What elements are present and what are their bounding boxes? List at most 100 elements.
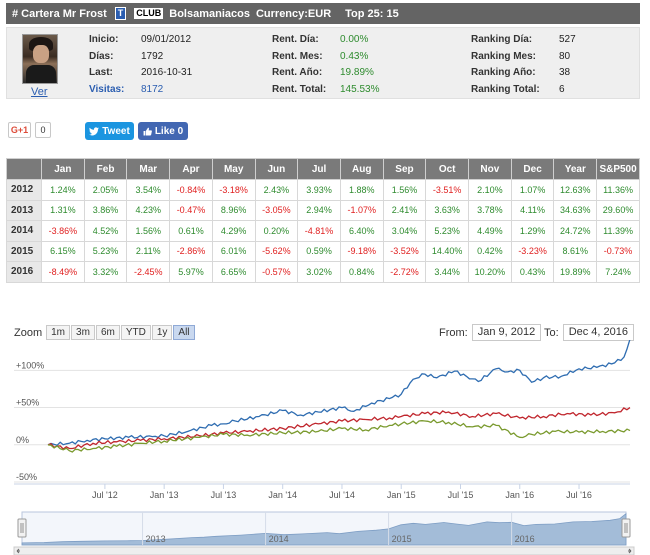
year-cell: 2012 — [6, 179, 42, 201]
column-header: Oct — [425, 158, 470, 180]
return-cell: -0.57% — [254, 261, 299, 283]
ranking-total-label: Ranking Total: — [471, 83, 540, 95]
series-line-portfolio — [47, 340, 631, 447]
view-profile-link[interactable]: Ver — [31, 86, 48, 98]
scroll-left-icon[interactable] — [16, 548, 20, 554]
x-tick-label: Jul '12 — [92, 490, 118, 500]
return-cell: 3.54% — [126, 179, 171, 201]
return-cell: 4.52% — [83, 220, 128, 242]
y-tick-label: +50% — [16, 398, 39, 408]
return-cell: 4.49% — [468, 220, 512, 242]
from-label: From: — [439, 326, 468, 339]
x-tick-label: Jul '15 — [448, 490, 474, 500]
year-cell: 2016 — [6, 261, 42, 283]
return-cell: 3.02% — [297, 261, 341, 283]
x-tick-label: Jul '16 — [566, 490, 592, 500]
return-cell: 14.40% — [425, 240, 470, 262]
from-date-input[interactable]: Jan 9, 2012 — [471, 324, 542, 341]
table-corner-cell — [6, 158, 42, 180]
table-row: 2013 1.31% 3.86% 4.23% -0.47% 8.96% -3.05% 2.94… — [6, 199, 640, 221]
performance-chart[interactable]: +100% +50% 0% -50% Jul '12 Jan '13 Jul '13 Jan… — [0, 340, 650, 555]
return-cell: -3.23% — [510, 240, 555, 262]
zoom-button-3m[interactable]: 3m — [71, 325, 95, 340]
return-cell: 4.29% — [211, 220, 256, 242]
return-cell: 5.23% — [425, 220, 470, 242]
zoom-button-ytd[interactable]: YTD — [120, 325, 151, 340]
info-column-dates: Inicio: 09/01/2012 Días: 1792 Last: 2016-10… — [89, 32, 221, 98]
x-tick-label: Jan '14 — [268, 490, 297, 500]
return-cell: 6.40% — [339, 220, 384, 242]
twitter-badge-icon[interactable]: T — [114, 7, 127, 20]
navigator-year-label: 2015 — [392, 534, 412, 544]
return-cell: 3.86% — [83, 199, 128, 221]
column-header: Year — [553, 158, 598, 180]
return-cell: 11.39% — [596, 220, 640, 242]
google-plus-count: 0 — [35, 122, 51, 138]
info-column-returns: Rent. Día: 0.00% Rent. Mes: 0.43% Rent. Añ… — [272, 32, 440, 98]
navigator-year-label: 2016 — [515, 534, 535, 544]
google-plus-button[interactable]: G+1 — [8, 122, 31, 138]
return-cell: 7.24% — [596, 261, 640, 283]
return-cell: 1.24% — [41, 179, 85, 201]
zoom-label: Zoom — [14, 326, 43, 339]
x-tick-label: Jan '13 — [150, 490, 179, 500]
table-row: 2016 -8.49% 3.32% -2.45% 5.97% 6.65% -0.57% 3.0… — [6, 261, 640, 283]
column-header: May — [211, 158, 256, 180]
table-row: 2014 -3.86% 4.52% 1.56% 0.61% 4.29% 0.20% -4.81… — [6, 220, 640, 242]
return-cell: 3.63% — [425, 199, 470, 221]
return-cell: -3.05% — [254, 199, 299, 221]
navigator-right-handle[interactable] — [621, 518, 631, 538]
zoom-button-all[interactable]: All — [173, 325, 195, 340]
column-header: Mar — [126, 158, 171, 180]
return-cell: 4.23% — [126, 199, 171, 221]
x-tick-label: Jul '13 — [211, 490, 237, 500]
profile-info-panel: Ver Inicio: 09/01/2012 Días: 1792 Last: 201… — [6, 27, 640, 99]
return-cell: 4.11% — [510, 199, 555, 221]
return-cell: -0.84% — [169, 179, 213, 201]
return-cell: -3.51% — [425, 179, 470, 201]
owner-name[interactable]: Bolsamaniacos — [169, 7, 250, 20]
return-cell: -3.18% — [211, 179, 256, 201]
year-cell: 2014 — [6, 220, 42, 242]
y-tick-label: +100% — [16, 360, 44, 370]
y-tick-label: -50% — [16, 472, 37, 482]
range-from: From: Jan 9, 2012 — [439, 324, 542, 341]
to-date-input[interactable]: Dec 4, 2016 — [562, 324, 635, 341]
table-row: 2012 1.24% 2.05% 3.54% -0.84% -3.18% 2.43% 3.93… — [6, 179, 640, 201]
return-month-label: Rent. Mes: — [272, 50, 323, 62]
return-year-value: 19.89% — [340, 67, 374, 78]
column-header: Jul — [297, 158, 341, 180]
y-tick-label: 0% — [16, 435, 29, 445]
tweet-button[interactable]: Tweet — [85, 122, 134, 140]
return-cell: 1.29% — [510, 220, 555, 242]
navigator-scrollbar[interactable] — [13, 546, 635, 555]
column-header: Jun — [254, 158, 299, 180]
column-header: Jan — [41, 158, 85, 180]
navigator-left-handle[interactable] — [17, 518, 27, 538]
ranking-day-label: Ranking Día: — [471, 34, 533, 45]
ranking-day-value: 527 — [559, 34, 576, 45]
club-badge: CLUB — [134, 8, 164, 19]
zoom-button-1m[interactable]: 1m — [46, 325, 71, 340]
scroll-right-icon[interactable] — [628, 548, 632, 554]
return-cell: 10.20% — [468, 261, 512, 283]
column-header: Aug — [339, 158, 384, 180]
avatar-container: Ver — [11, 32, 75, 98]
zoom-button-1y[interactable]: 1y — [151, 325, 173, 340]
chart-series — [47, 340, 631, 453]
zoom-button-6m[interactable]: 6m — [95, 325, 120, 340]
return-cell: 5.23% — [83, 240, 128, 262]
avatar[interactable] — [22, 34, 58, 84]
like-label: Like 0 — [154, 125, 184, 137]
return-cell: 0.20% — [254, 220, 299, 242]
return-cell: 6.15% — [41, 240, 85, 262]
return-cell: 1.07% — [510, 179, 555, 201]
return-cell: 24.72% — [553, 220, 598, 242]
return-cell: -0.73% — [596, 240, 640, 262]
chart-navigator[interactable]: 2013 2014 2015 2016 — [13, 511, 635, 555]
currency-label: Currency:EUR — [255, 7, 332, 20]
facebook-like-button[interactable]: Like 0 — [138, 122, 188, 140]
start-date-value: 09/01/2012 — [141, 34, 192, 45]
navigator-year-label: 2013 — [146, 534, 166, 544]
top-ranking-label: Top 25: 15 — [345, 7, 399, 20]
